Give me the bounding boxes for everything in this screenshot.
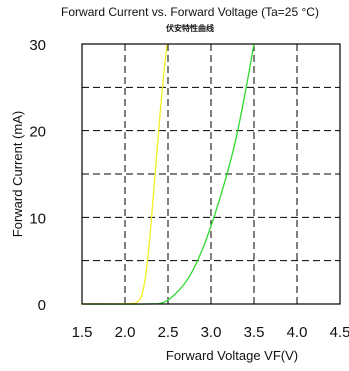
x-tick-label: 1.5 [72,324,93,341]
y-tick-labels: 0 10 20 30 [29,37,46,314]
chart-subtitle: 伏安特性曲线 [166,23,214,33]
series-line-1 [81,43,168,305]
x-tick-label: 4.5 [330,324,349,341]
plot-frame [81,43,341,305]
x-tick-label: 2.5 [158,324,179,341]
x-tick-labels: 1.5 2.0 2.5 3.0 3.5 4.0 4.5 [72,324,349,341]
y-tick-label: 10 [29,210,46,227]
x-tick-label: 4.0 [287,324,308,341]
x-axis-label: Forward Voltage VF(V) [166,348,298,363]
y-tick-label: 20 [29,124,46,141]
grid-lines [82,44,340,304]
y-tick-label: 30 [29,37,46,54]
y-tick-label: 0 [38,297,46,314]
x-tick-label: 2.0 [115,324,136,341]
chart-title: Forward Current vs. Forward Voltage (Ta=… [61,5,319,19]
x-tick-label: 3.5 [244,324,265,341]
y-axis-label: Forward Current (mA) [10,111,25,237]
x-tick-label: 3.0 [201,324,222,341]
